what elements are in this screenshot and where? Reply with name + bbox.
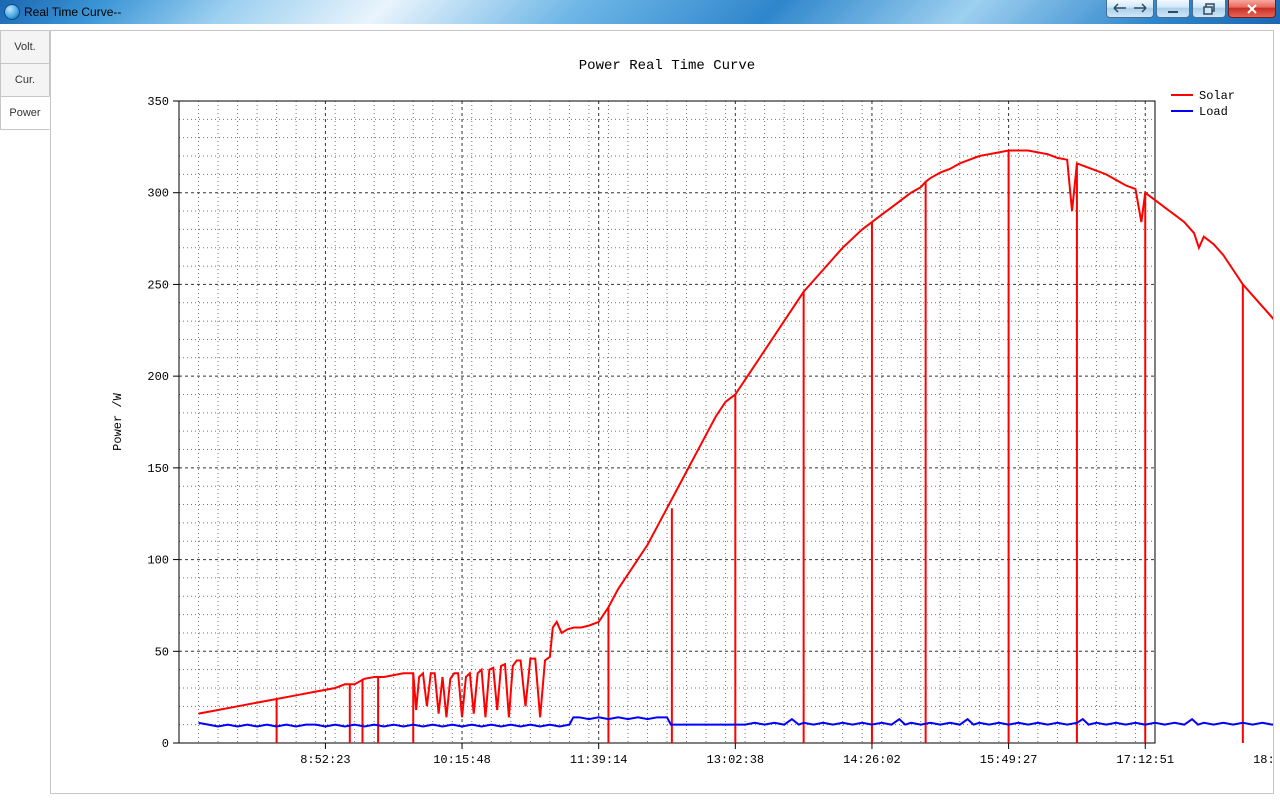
y-tick-label: 150 (147, 462, 169, 476)
y-tick-label: 250 (147, 278, 169, 292)
legend-label-load: Load (1199, 105, 1228, 119)
y-tick-label: 200 (147, 370, 169, 384)
nav-forward-icon[interactable] (1133, 0, 1147, 21)
legend-label-solar: Solar (1199, 89, 1235, 103)
y-tick-label: 100 (147, 554, 169, 568)
tab-cur[interactable]: Cur. (0, 63, 50, 97)
x-tick-label: 17:12:51 (1116, 753, 1174, 767)
x-tick-label: 15:49:27 (980, 753, 1038, 767)
y-tick-label: 300 (147, 187, 169, 201)
x-tick-label: 14:26:02 (843, 753, 901, 767)
y-axis-label: Power /W (111, 392, 125, 450)
minimize-button[interactable] (1156, 0, 1190, 18)
x-tick-label: 10:15:48 (433, 753, 491, 767)
tab-volt-label: Volt. (14, 41, 35, 53)
nav-back-icon[interactable] (1113, 0, 1127, 21)
window-controls (1106, 0, 1276, 20)
tab-power-label: Power (9, 107, 40, 119)
tab-cur-label: Cur. (15, 74, 35, 86)
app-icon (4, 4, 20, 20)
nav-pill (1106, 0, 1154, 18)
y-tick-label: 0 (162, 737, 169, 751)
chart-title: Power Real Time Curve (579, 58, 755, 74)
y-tick-label: 350 (147, 95, 169, 109)
tab-power[interactable]: Power (0, 96, 50, 130)
maximize-button[interactable] (1192, 0, 1226, 18)
x-tick-label: 8:52:23 (300, 753, 350, 767)
client-area: Volt. Cur. Power Power Real Time Curve 0 5… (0, 24, 1280, 800)
x-tick-label: 13:02:38 (707, 753, 765, 767)
power-chart: Power Real Time Curve 0 50 100 150 200 250 300 3… (51, 31, 1273, 793)
window-titlebar[interactable]: Real Time Curve-- (0, 0, 1280, 25)
x-tick-label: 18:36:15 (1253, 753, 1273, 767)
close-button[interactable] (1228, 0, 1276, 18)
y-tick-label: 50 (155, 645, 169, 659)
side-tabs: Volt. Cur. Power (0, 30, 50, 129)
chart-panel: Power Real Time Curve 0 50 100 150 200 250 300 3… (50, 30, 1274, 794)
x-tick-label: 11:39:14 (570, 753, 628, 767)
tab-volt[interactable]: Volt. (0, 30, 50, 64)
window-title: Real Time Curve-- (24, 5, 121, 19)
